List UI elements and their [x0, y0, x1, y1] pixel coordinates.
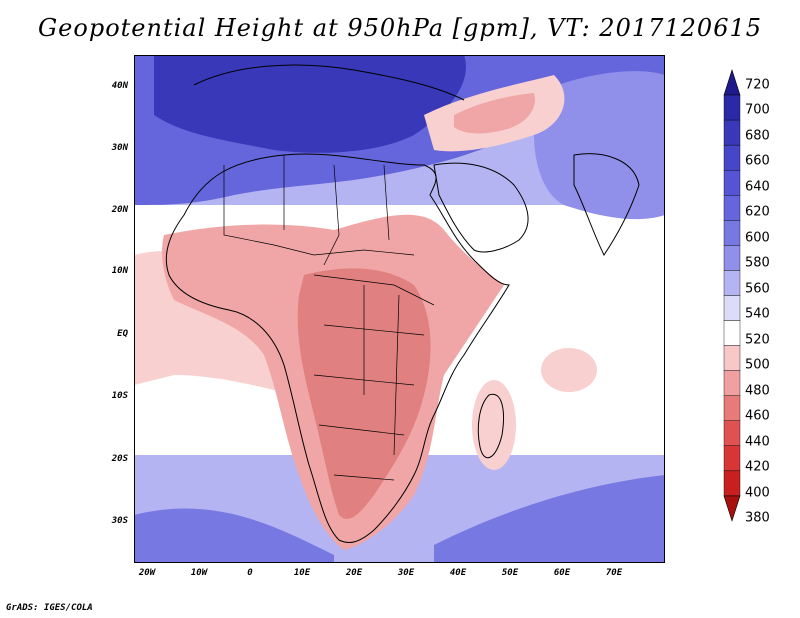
colorbar-label: 620 — [745, 204, 770, 220]
lat-label: 10S — [111, 391, 128, 401]
colorbar-label: 700 — [745, 102, 770, 118]
map-title: Geopotential Height at 950hPa [gpm], VT:… — [38, 14, 762, 42]
colorbar-swatch — [723, 245, 741, 271]
lat-label: EQ — [117, 329, 128, 339]
madagascar-outline — [477, 393, 504, 459]
colorbar-swatch — [723, 320, 741, 346]
colorbar-swatch — [723, 345, 741, 371]
colorbar-label: 540 — [745, 306, 770, 322]
lon-label: 70E — [605, 568, 623, 578]
madagascar-low — [472, 380, 516, 470]
lon-label: 20E — [345, 568, 363, 578]
country-borders — [223, 155, 435, 481]
colorbar-swatch — [723, 420, 741, 446]
colorbar-label: 640 — [745, 179, 770, 195]
colorbar-label: 480 — [745, 383, 770, 399]
colorbar-swatch — [723, 195, 741, 221]
colorbar-bottom-arrow — [723, 495, 741, 522]
lon-label: 60E — [553, 568, 571, 578]
colorbar-label: 420 — [745, 459, 770, 475]
colorbar-label: 440 — [745, 434, 770, 450]
colorbar-swatch — [723, 170, 741, 196]
colorbar-label: 580 — [745, 255, 770, 271]
lat-label: 10N — [111, 266, 128, 276]
colorbar-label: 600 — [745, 230, 770, 246]
lon-label: 10W — [190, 568, 208, 578]
lat-label: 30N — [111, 143, 128, 153]
europe-coast — [193, 64, 465, 101]
lon-label: 40E — [449, 568, 467, 578]
plot-border — [134, 55, 665, 563]
lon-label: 0 — [247, 568, 253, 578]
lon-label: 50E — [501, 568, 519, 578]
colorbar-swatch — [723, 295, 741, 321]
colorbar-swatch — [723, 144, 741, 171]
colorbar-swatch — [723, 470, 741, 497]
colorbar-swatch — [723, 370, 741, 396]
colorbar-label: 680 — [745, 128, 770, 144]
lat-label: 40N — [111, 81, 128, 91]
colorbar-label: 720 — [745, 77, 770, 93]
south-ocean-strong — [134, 508, 334, 563]
arabia-outline — [433, 162, 529, 253]
colorbar-swatch — [723, 395, 741, 421]
colorbar-label: 520 — [745, 332, 770, 348]
grads-credit: GrADS: IGES/COLA — [6, 603, 93, 613]
north-high-peak — [154, 55, 466, 153]
indian-ocean-low — [541, 348, 597, 392]
mideast-low-core — [454, 93, 535, 134]
lat-label: 30S — [111, 516, 128, 526]
lat-label: 20S — [111, 454, 128, 464]
colorbar-label: 380 — [745, 510, 770, 526]
colorbar-swatch — [723, 220, 741, 246]
colorbar-label: 400 — [745, 485, 770, 501]
colorbar-swatch — [723, 119, 741, 146]
colorbar-label: 500 — [745, 357, 770, 373]
lon-label: 20W — [138, 568, 156, 578]
colorbar-label: 460 — [745, 408, 770, 424]
lon-label: 30E — [397, 568, 415, 578]
colorbar-swatch — [723, 445, 741, 472]
colorbar-label: 660 — [745, 153, 770, 169]
colorbar-label: 560 — [745, 281, 770, 297]
africa-coastline — [165, 153, 510, 543]
colorbar — [723, 69, 741, 522]
map-plot — [134, 55, 665, 563]
india-outline — [573, 153, 640, 256]
lon-label: 10E — [293, 568, 311, 578]
colorbar-swatch — [723, 270, 741, 296]
colorbar-swatch — [723, 94, 741, 121]
lat-label: 20N — [111, 205, 128, 215]
southeast-ocean-strong — [434, 475, 665, 563]
colorbar-top-arrow — [723, 69, 741, 96]
asia-high — [534, 71, 665, 220]
